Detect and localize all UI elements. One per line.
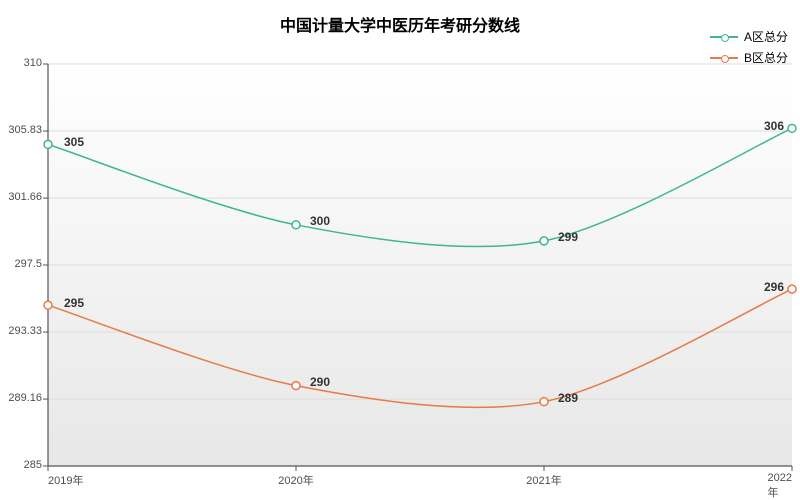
- data-label: 300: [310, 214, 330, 228]
- series-marker: [292, 382, 300, 390]
- y-tick-label: 305.83: [0, 124, 42, 136]
- y-tick-label: 285: [0, 459, 42, 471]
- x-tick-label: 2022年: [768, 472, 792, 500]
- y-tick-label: 310: [0, 57, 42, 69]
- data-label: 299: [558, 230, 578, 244]
- y-tick-label: 289.16: [0, 392, 42, 404]
- series-marker: [788, 285, 796, 293]
- data-label: 290: [310, 375, 330, 389]
- data-label: 289: [558, 391, 578, 405]
- x-tick-label: 2021年: [526, 472, 561, 488]
- series-marker: [540, 398, 548, 406]
- series-marker: [292, 221, 300, 229]
- series-marker: [44, 301, 52, 309]
- data-label: 306: [764, 119, 784, 133]
- chart-svg: [0, 0, 800, 500]
- data-label: 296: [764, 280, 784, 294]
- series-marker: [540, 237, 548, 245]
- x-tick-label: 2019年: [48, 472, 83, 488]
- x-tick-label: 2020年: [278, 472, 313, 488]
- y-tick-label: 301.66: [0, 191, 42, 203]
- chart-root: 中国计量大学中医历年考研分数线 A区总分B区总分 285289.16293.33…: [0, 0, 800, 500]
- y-tick-label: 297.5: [0, 258, 42, 270]
- data-label: 305: [64, 135, 84, 149]
- series-marker: [44, 140, 52, 148]
- series-marker: [788, 124, 796, 132]
- data-label: 295: [64, 296, 84, 310]
- y-tick-label: 293.33: [0, 325, 42, 337]
